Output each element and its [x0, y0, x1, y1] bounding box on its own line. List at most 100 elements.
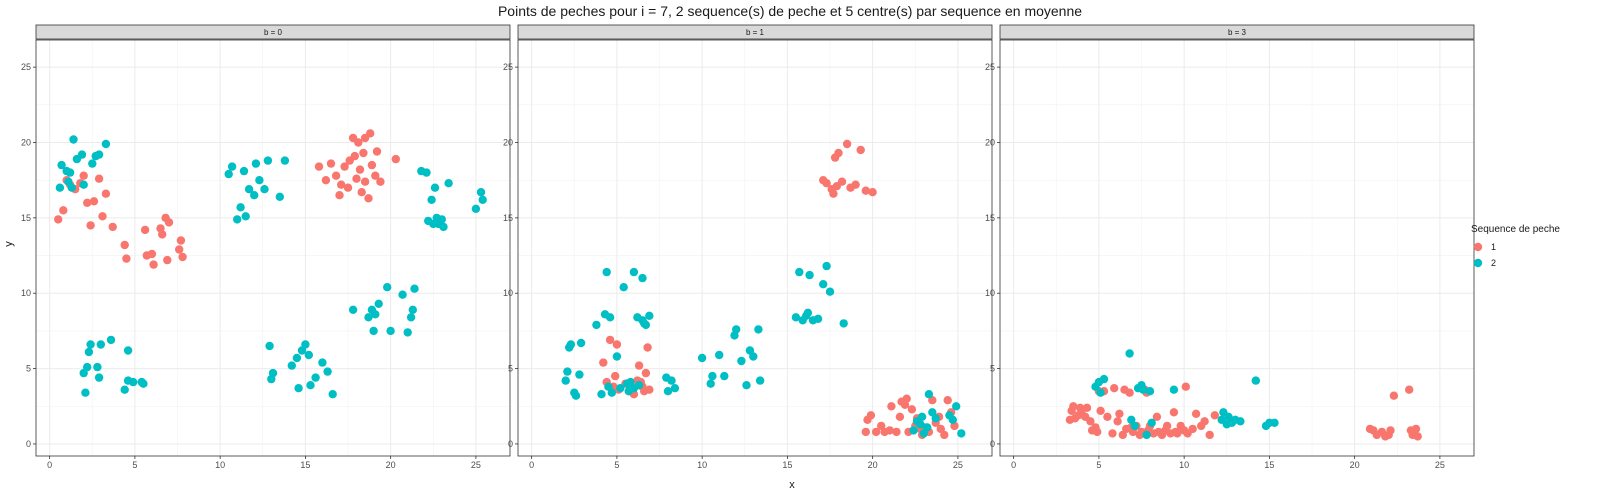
data-point-series-2	[1270, 418, 1279, 427]
data-point-series-1	[612, 340, 622, 349]
data-point-series-1	[54, 215, 63, 224]
legend-label: 2	[1491, 258, 1496, 268]
data-point-series-1	[861, 186, 870, 195]
data-point-series-1	[1108, 429, 1117, 438]
data-point-series-2	[819, 280, 828, 289]
x-tick-label: 25	[471, 460, 481, 470]
data-point-series-2	[909, 426, 918, 435]
data-point-series-2	[364, 313, 373, 322]
data-point-series-2	[952, 402, 961, 411]
data-point-series-2	[1236, 417, 1245, 426]
data-point-series-2	[437, 215, 446, 224]
data-point-series-2	[84, 347, 94, 357]
data-point-series-1	[352, 174, 361, 183]
data-point-series-2	[88, 159, 97, 168]
data-point-series-1	[1173, 429, 1182, 438]
data-point-series-1	[1200, 417, 1209, 426]
data-point-series-1	[895, 412, 905, 421]
data-point-series-2	[328, 390, 337, 399]
x-tick-label: 25	[1435, 460, 1445, 470]
data-point-series-1	[120, 240, 129, 250]
data-point-series-2	[1251, 376, 1261, 385]
data-point-series-1	[149, 260, 158, 269]
data-point-series-1	[326, 159, 336, 168]
y-tick-label: 10	[21, 288, 31, 298]
facet-strip-label: b = 3	[1228, 28, 1247, 37]
data-point-series-1	[355, 165, 365, 174]
data-point-series-2	[439, 222, 448, 232]
data-point-series-2	[427, 195, 436, 204]
facet-panel: b = 0 0 5 10 15 20 25 0 5 10 15 20 25	[21, 24, 511, 470]
facet-panels: b = 0 0 5 10 15 20 25 0 5 10 15 20 25 b = 1 0 5 10 15 20 25…	[21, 24, 1475, 470]
data-point-series-2	[803, 308, 813, 317]
y-tick-label: 20	[21, 137, 31, 147]
data-point-series-1	[83, 198, 92, 207]
data-point-series-1	[122, 254, 131, 263]
data-point-series-1	[641, 368, 651, 378]
facet-strip	[35, 24, 511, 40]
data-point-series-1	[337, 180, 346, 189]
data-point-series-1	[887, 402, 896, 411]
data-point-series-2	[1169, 385, 1179, 394]
x-tick-label: 20	[386, 460, 396, 470]
data-point-series-2	[791, 313, 801, 322]
data-point-series-2	[607, 388, 616, 397]
data-point-series-2	[408, 305, 417, 314]
data-point-series-1	[371, 171, 380, 180]
data-point-series-1	[842, 139, 852, 149]
data-point-series-2	[422, 168, 431, 177]
data-point-series-1	[892, 427, 901, 437]
facet-strip	[999, 24, 1475, 40]
data-point-series-2	[1099, 374, 1109, 384]
data-point-series-2	[69, 135, 78, 144]
data-point-series-2	[83, 362, 92, 372]
x-tick-label: 10	[215, 460, 225, 470]
data-point-series-2	[430, 183, 440, 192]
data-point-series-1	[943, 396, 952, 405]
data-point-series-1	[851, 180, 860, 189]
data-point-series-1	[1082, 403, 1092, 412]
data-point-series-1	[364, 194, 373, 203]
data-point-series-1	[611, 371, 620, 381]
data-point-series-1	[599, 358, 608, 367]
data-point-series-1	[1069, 402, 1078, 411]
y-tick-label: 10	[503, 288, 513, 298]
x-tick-label: 10	[697, 460, 707, 470]
x-tick-label: 15	[782, 460, 792, 470]
data-point-series-2	[563, 367, 572, 376]
data-point-series-2	[233, 215, 242, 224]
data-point-series-2	[55, 183, 65, 192]
data-point-series-2	[571, 391, 581, 400]
data-point-series-2	[619, 283, 628, 292]
data-point-series-1	[643, 343, 652, 352]
data-point-series-2	[1125, 349, 1134, 358]
data-point-series-2	[742, 381, 751, 390]
x-tick-label: 15	[300, 460, 310, 470]
data-point-series-2	[715, 350, 724, 360]
data-point-series-1	[1205, 430, 1214, 440]
data-point-series-2	[255, 176, 264, 185]
data-point-series-2	[732, 325, 741, 334]
data-point-series-2	[478, 195, 487, 204]
data-point-series-1	[1210, 411, 1220, 420]
data-point-series-1	[321, 176, 331, 185]
data-point-series-1	[1386, 426, 1395, 435]
y-tick-label: 25	[21, 62, 31, 72]
data-point-series-2	[754, 325, 763, 334]
x-axis-title: x	[789, 479, 795, 491]
data-point-series-1	[822, 179, 831, 188]
facet-panel: b = 3 0 5 10 15 20 25 0 5 10 15 20 25	[985, 24, 1475, 470]
data-point-series-1	[1413, 432, 1422, 441]
x-tick-label: 0	[1011, 460, 1016, 470]
data-point-series-2	[916, 420, 925, 429]
data-point-series-2	[917, 412, 927, 421]
y-tick-label: 15	[503, 213, 513, 223]
data-point-series-2	[106, 335, 116, 345]
data-point-series-2	[566, 340, 576, 349]
data-point-series-2	[839, 319, 848, 328]
data-point-series-2	[592, 320, 601, 330]
data-point-series-2	[576, 338, 586, 348]
data-point-series-1	[1181, 382, 1191, 391]
data-point-series-2	[263, 156, 273, 165]
data-point-series-1	[634, 361, 644, 370]
